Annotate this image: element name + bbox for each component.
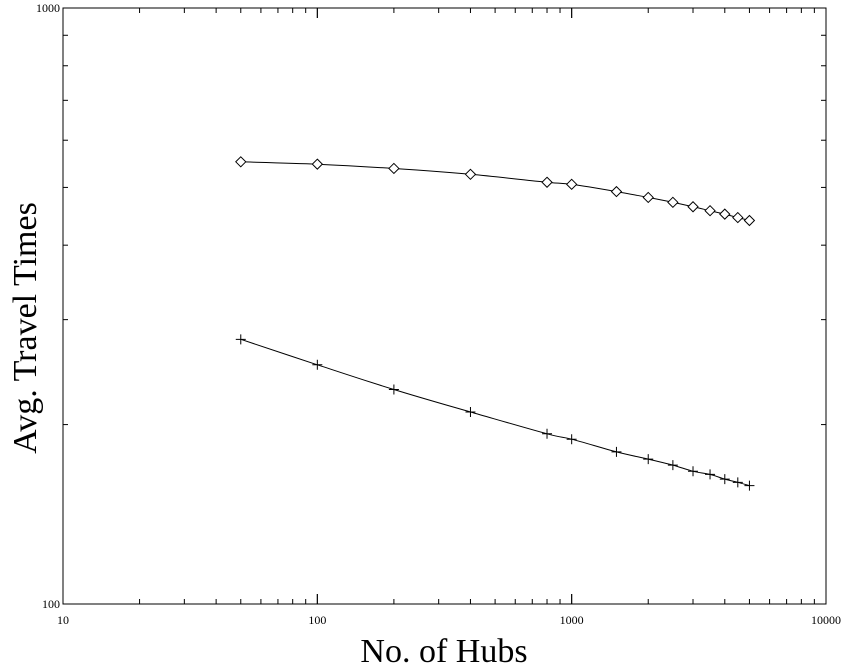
plus-point <box>744 480 755 491</box>
y-axis-title: Avg. Travel Times <box>7 202 44 454</box>
x-tick-label: 10000 <box>811 613 841 627</box>
plus-point <box>611 446 622 457</box>
diamond-point <box>704 204 716 217</box>
plus-point <box>705 469 716 480</box>
x-tick-label: 10 <box>57 613 69 627</box>
series-line <box>240 161 750 221</box>
plus-point <box>235 334 246 345</box>
x-tick-label: 1000 <box>560 613 584 627</box>
plus-point <box>566 434 577 445</box>
diamond-point <box>642 191 654 204</box>
plus-point <box>312 359 323 370</box>
axis-ticks <box>62 7 827 605</box>
diamond-point <box>565 178 578 191</box>
plus-point <box>688 466 699 477</box>
plus-point <box>388 384 399 395</box>
diamond-point <box>388 162 400 175</box>
diamond-point <box>311 158 324 170</box>
diamond-point <box>687 201 699 213</box>
plus-point <box>719 474 730 485</box>
x-axis-title: No. of Hubs <box>360 633 527 670</box>
diamond-point <box>732 211 744 224</box>
plus-point <box>465 406 476 417</box>
diamond-point <box>743 214 756 227</box>
diamond-point <box>235 156 247 168</box>
plus-point <box>732 477 743 488</box>
data-markers <box>235 156 756 491</box>
diamond-point <box>464 168 477 180</box>
plus-point <box>667 460 678 471</box>
diamond-point <box>667 196 679 209</box>
fit-lines <box>240 161 750 487</box>
diamond-point <box>541 176 553 188</box>
diamond-point <box>610 185 623 198</box>
tick-labels: 10 100 1000 10000 100 1000 <box>36 1 841 627</box>
diamond-point <box>719 208 731 220</box>
x-tick-label: 100 <box>308 613 326 627</box>
y-tick-label: 100 <box>42 597 60 611</box>
plus-point <box>542 428 553 439</box>
y-tick-label: 1000 <box>36 1 60 15</box>
plot-frame <box>62 7 827 605</box>
plus-point <box>643 454 654 465</box>
